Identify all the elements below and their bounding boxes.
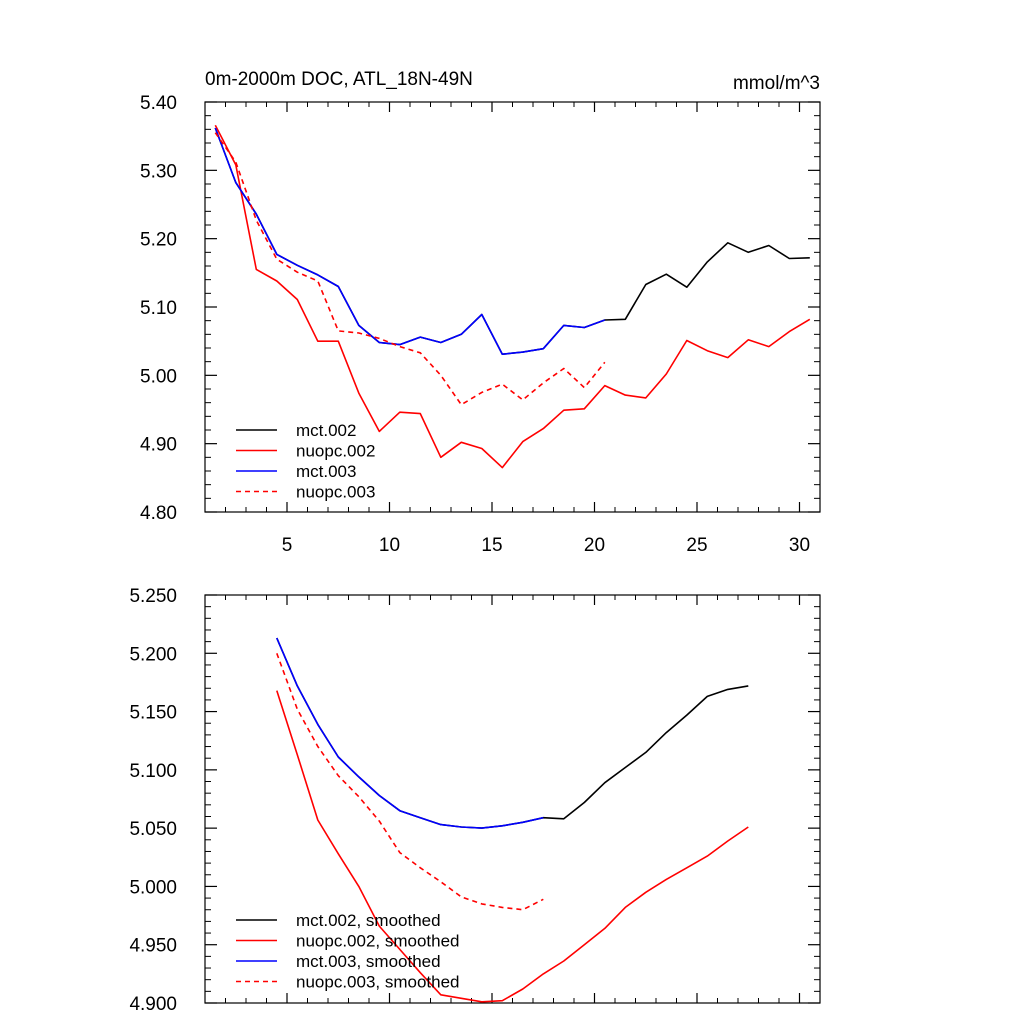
y-tick-label: 5.40 xyxy=(140,93,177,114)
y-tick-label: 5.250 xyxy=(129,586,177,607)
legend: mct.002, smoothed nuopc.002, smoothedmct.… xyxy=(236,911,460,992)
legend-label: nuopc.003, smoothed xyxy=(296,973,460,992)
legend-label: mct.003, smoothed xyxy=(296,952,441,971)
y-tick-label: 4.80 xyxy=(140,503,177,524)
y-tick-label: 5.30 xyxy=(140,161,177,182)
series-line-nuopc-003 xyxy=(214,132,606,406)
x-tick-label: 30 xyxy=(789,535,810,556)
y-tick-label: 4.900 xyxy=(129,994,177,1015)
series-line-mct-003 xyxy=(214,127,606,356)
y-tick-label: 5.00 xyxy=(140,366,177,387)
series-line-mct-003-smoothed xyxy=(276,637,544,829)
series-line-nuopc-002-smoothed xyxy=(276,690,749,1003)
x-tick-label: 25 xyxy=(686,535,707,556)
panel-2: 4.900 4.950 5.000 5.050 5.100 5.150 5.200 5.250… xyxy=(129,586,821,1015)
legend-label: nuopc.002 xyxy=(296,442,375,461)
chart-title: 0m-2000m DOC, ATL_18N-49N xyxy=(205,69,473,90)
series-line-nuopc-003-smoothed xyxy=(276,653,544,911)
x-tick-label: 10 xyxy=(379,535,400,556)
y-tick-label: 5.050 xyxy=(129,819,177,840)
y-tick-label: 5.100 xyxy=(129,761,177,782)
x-tick-label: 20 xyxy=(584,535,605,556)
y-tick-label: 5.20 xyxy=(140,230,177,251)
x-tick-label: 15 xyxy=(481,535,502,556)
y-tick-label: 5.150 xyxy=(129,703,177,724)
y-tick-label: 4.90 xyxy=(140,435,177,456)
legend-label: mct.002, smoothed xyxy=(296,911,441,930)
panel-1: 5 10 15 20 25 30 4.80 4.90 5.00 5.10 5.20 5.30 5.40 0… xyxy=(140,69,821,556)
legend-label: nuopc.002, smoothed xyxy=(296,932,460,951)
series-line-mct-002-smoothed xyxy=(276,637,749,829)
legend-label: mct.003 xyxy=(296,462,356,481)
legend-label: nuopc.003 xyxy=(296,483,375,502)
y-tick-label: 5.000 xyxy=(129,877,177,898)
y-tick-label: 5.10 xyxy=(140,298,177,319)
y-tick-label: 5.200 xyxy=(129,644,177,665)
units-label: mmol/m^3 xyxy=(733,73,820,94)
series-line-mct-002 xyxy=(214,127,810,356)
legend-label: mct.002 xyxy=(296,421,356,440)
series-line-nuopc-002 xyxy=(214,124,811,469)
x-tick-label: 5 xyxy=(282,535,293,556)
y-tick-label: 4.950 xyxy=(129,936,177,957)
